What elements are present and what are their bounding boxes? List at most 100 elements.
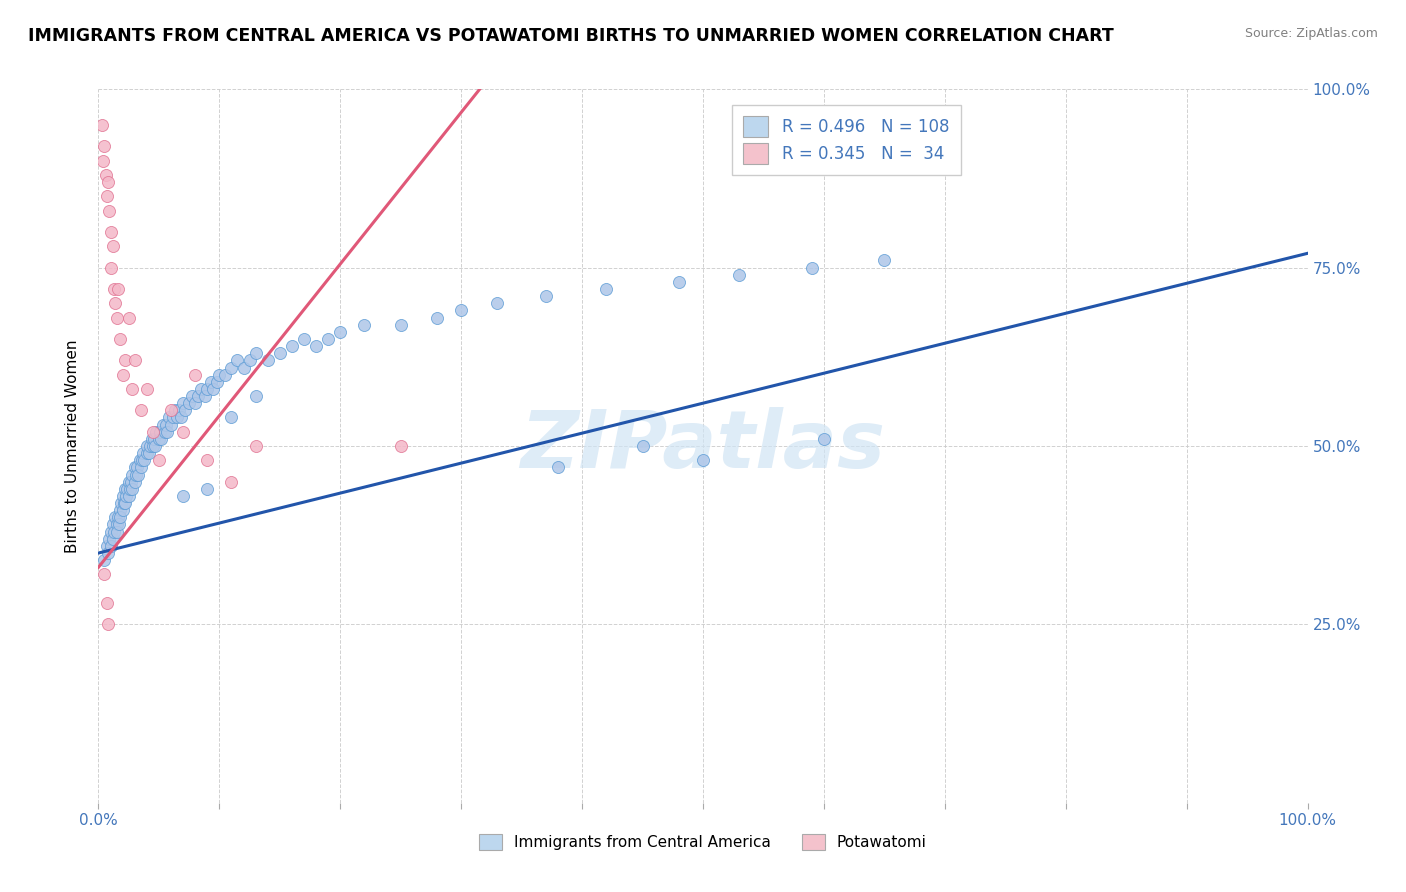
Point: [100, 524, 122, 539]
Point: [245, 346, 267, 360]
Point: [172, 396, 194, 410]
Point: [142, 439, 165, 453]
Point: [107, 282, 129, 296]
Point: [100, 225, 122, 239]
Point: [163, 403, 186, 417]
Point: [118, 489, 141, 503]
Legend: Immigrants from Central America, Potawatomi: Immigrants from Central America, Potawat…: [470, 825, 936, 859]
Point: [93, 139, 115, 153]
Point: [157, 410, 180, 425]
Point: [179, 396, 201, 410]
Point: [91, 118, 114, 132]
Point: [184, 396, 207, 410]
Point: [148, 453, 170, 467]
Point: [97, 175, 120, 189]
Point: [221, 475, 243, 489]
Point: [389, 318, 412, 332]
Point: [172, 489, 194, 503]
Point: [149, 425, 172, 439]
Point: [329, 325, 352, 339]
Point: [214, 368, 236, 382]
Point: [118, 475, 141, 489]
Point: [111, 503, 134, 517]
Point: [534, 289, 557, 303]
Point: [190, 382, 212, 396]
Point: [156, 425, 179, 439]
Point: [108, 517, 131, 532]
Point: [305, 339, 328, 353]
Point: [96, 596, 118, 610]
Point: [138, 446, 160, 460]
Text: Source: ZipAtlas.com: Source: ZipAtlas.com: [1244, 27, 1378, 40]
Point: [131, 453, 153, 467]
Point: [110, 496, 132, 510]
Point: [873, 253, 896, 268]
Point: [108, 332, 131, 346]
Point: [148, 432, 170, 446]
Point: [118, 482, 141, 496]
Point: [205, 375, 228, 389]
Point: [121, 467, 143, 482]
Point: [426, 310, 449, 325]
Point: [194, 389, 217, 403]
Point: [103, 282, 125, 296]
Point: [692, 453, 714, 467]
Point: [112, 496, 135, 510]
Point: [107, 510, 129, 524]
Point: [121, 382, 143, 396]
Point: [98, 203, 121, 218]
Point: [800, 260, 823, 275]
Point: [169, 410, 191, 425]
Point: [105, 524, 128, 539]
Point: [200, 375, 222, 389]
Point: [97, 546, 120, 560]
Point: [292, 332, 315, 346]
Point: [353, 318, 375, 332]
Point: [111, 368, 134, 382]
Point: [142, 425, 165, 439]
Text: IMMIGRANTS FROM CENTRAL AMERICA VS POTAWATOMI BIRTHS TO UNMARRIED WOMEN CORRELAT: IMMIGRANTS FROM CENTRAL AMERICA VS POTAW…: [28, 27, 1114, 45]
Point: [134, 453, 156, 467]
Point: [221, 360, 243, 375]
Point: [169, 403, 191, 417]
Point: [104, 296, 127, 310]
Point: [127, 467, 149, 482]
Point: [101, 517, 124, 532]
Point: [389, 439, 412, 453]
Point: [120, 475, 142, 489]
Point: [547, 460, 569, 475]
Point: [195, 453, 218, 467]
Point: [100, 260, 122, 275]
Point: [141, 432, 163, 446]
Point: [128, 453, 150, 467]
Point: [668, 275, 690, 289]
Point: [135, 446, 157, 460]
Point: [98, 532, 121, 546]
Point: [316, 332, 339, 346]
Point: [202, 382, 225, 396]
Point: [114, 353, 136, 368]
Point: [96, 189, 118, 203]
Point: [813, 432, 835, 446]
Point: [226, 353, 249, 368]
Point: [93, 567, 115, 582]
Point: [160, 417, 183, 432]
Point: [166, 410, 188, 425]
Point: [195, 382, 218, 396]
Point: [108, 510, 131, 524]
Point: [114, 482, 136, 496]
Point: [143, 432, 166, 446]
Point: [153, 425, 176, 439]
Point: [96, 539, 118, 553]
Point: [232, 360, 254, 375]
Point: [135, 382, 157, 396]
Point: [180, 389, 202, 403]
Point: [172, 425, 194, 439]
Point: [103, 524, 125, 539]
Point: [100, 539, 122, 553]
Point: [450, 303, 472, 318]
Point: [114, 496, 136, 510]
Point: [281, 339, 304, 353]
Point: [595, 282, 617, 296]
Point: [208, 368, 231, 382]
